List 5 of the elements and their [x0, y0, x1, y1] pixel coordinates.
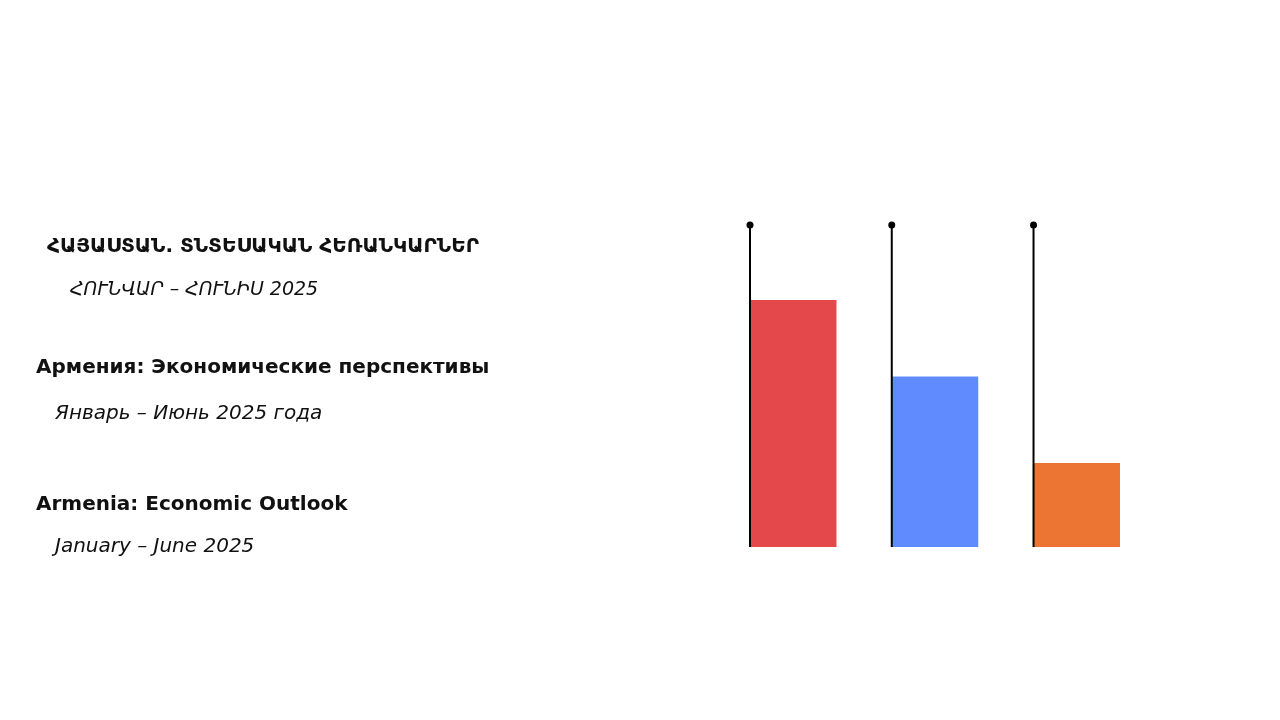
- text: Армения: Экономические перспективы: [36, 354, 490, 378]
- text: ՀՈՒՆՎԱՐ – ՀՈՒՆԻՍ 2025: [70, 277, 319, 299]
- text: Январь – Июнь 2025 года: [55, 400, 323, 424]
- text: Armenia: Economic Outlook: [36, 491, 348, 515]
- text: ՀԱՅԱՍՏԱՆ. ՏՆՏԵՍԱԿԱՆ ՀԵՌԱՆԿԱՐՆԵՐ: [47, 233, 480, 257]
